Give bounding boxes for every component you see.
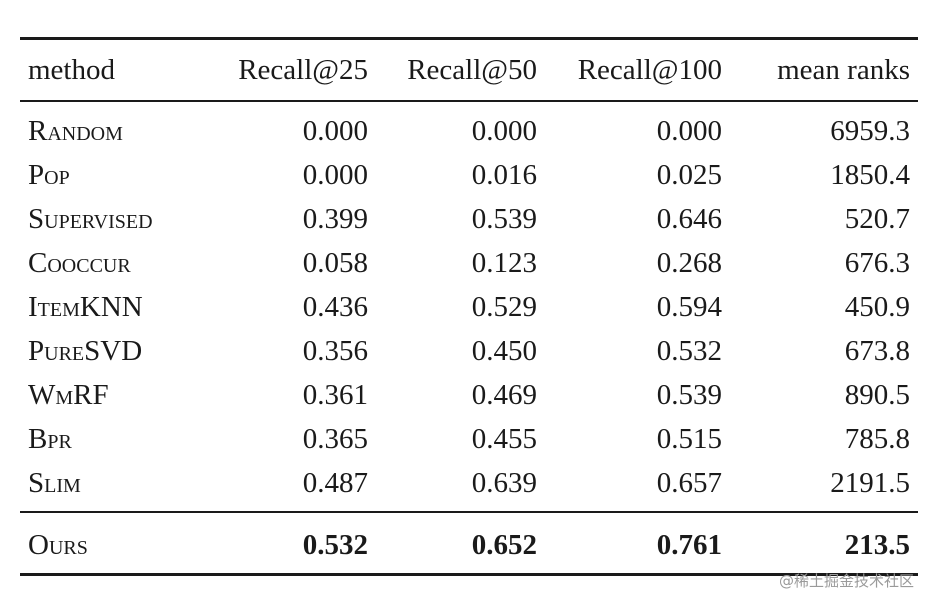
value-cell: 0.016: [471, 159, 537, 191]
header-cell: Recall@100: [577, 54, 722, 86]
value-cell: 0.356: [302, 335, 368, 367]
best-value: 213.5: [844, 529, 910, 561]
value-cell: 0.058: [302, 247, 368, 279]
value-cell: 0.657: [656, 467, 722, 499]
best-value: 0.761: [656, 529, 722, 561]
value-cell: 0.000: [302, 159, 368, 191]
method-name: Cooccur: [28, 247, 131, 279]
value-cell: 890.5: [844, 379, 910, 411]
header-cell: Recall@50: [407, 54, 537, 86]
value-cell: 0.123: [471, 247, 537, 279]
value-cell: 520.7: [844, 203, 910, 235]
value-cell: 0.000: [471, 115, 537, 147]
method-name: Bpr: [28, 423, 72, 455]
method-name: Pop: [28, 159, 70, 191]
value-cell: 0.515: [656, 423, 722, 455]
method-name: Supervised: [28, 203, 153, 235]
mid-rule: [20, 511, 918, 513]
value-cell: 0.000: [302, 115, 368, 147]
value-cell: 0.025: [656, 159, 722, 191]
bottom-rule: [20, 573, 918, 576]
best-value: 0.532: [302, 529, 368, 561]
value-cell: 1850.4: [830, 159, 910, 191]
value-cell: 0.399: [302, 203, 368, 235]
value-cell: 2191.5: [830, 467, 910, 499]
method-name: Slim: [28, 467, 81, 499]
value-cell: 0.594: [656, 291, 722, 323]
value-cell: 0.529: [471, 291, 537, 323]
value-cell: 0.539: [656, 379, 722, 411]
value-cell: 0.268: [656, 247, 722, 279]
value-cell: 6959.3: [830, 115, 910, 147]
header-cell: method: [28, 54, 115, 86]
value-cell: 676.3: [844, 247, 910, 279]
value-cell: 0.539: [471, 203, 537, 235]
best-value: 0.652: [471, 529, 537, 561]
header-rule: [20, 100, 918, 102]
header-cell: Recall@25: [238, 54, 368, 86]
value-cell: 0.646: [656, 203, 722, 235]
value-cell: 0.455: [471, 423, 537, 455]
value-cell: 0.532: [656, 335, 722, 367]
method-name: PureSVD: [28, 335, 143, 367]
method-name: Random: [28, 115, 123, 147]
value-cell: 0.639: [471, 467, 537, 499]
method-name: Ours: [28, 529, 88, 561]
watermark: @稀土掘金技术社区: [778, 572, 914, 590]
value-cell: 0.450: [471, 335, 537, 367]
value-cell: 673.8: [844, 335, 910, 367]
value-cell: 785.8: [844, 423, 910, 455]
top-rule: [20, 37, 918, 40]
method-name: WmRF: [28, 379, 109, 411]
value-cell: 0.365: [302, 423, 368, 455]
value-cell: 0.361: [302, 379, 368, 411]
value-cell: 0.487: [302, 467, 368, 499]
header-cell: mean ranks: [777, 54, 910, 86]
value-cell: 0.469: [471, 379, 537, 411]
value-cell: 0.000: [656, 115, 722, 147]
method-name: ItemKNN: [28, 291, 143, 323]
value-cell: 450.9: [844, 291, 910, 323]
value-cell: 0.436: [302, 291, 368, 323]
